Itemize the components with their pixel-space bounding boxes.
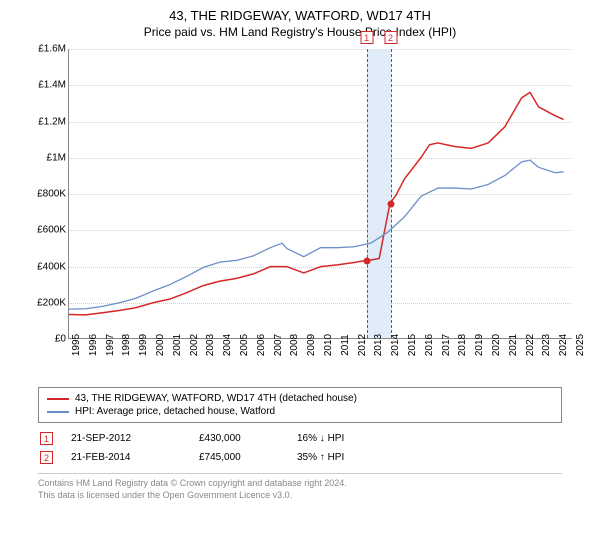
footer-line1: Contains HM Land Registry data © Crown c… — [38, 478, 562, 490]
legend-swatch — [47, 398, 69, 400]
series-hpi — [69, 160, 564, 309]
footer-line2: This data is licensed under the Open Gov… — [38, 490, 562, 502]
sales-table: 1 21-SEP-2012 £430,000 16% ↓ HPI 2 21-FEB-201… — [38, 429, 562, 467]
x-tick-label: 2001 — [172, 334, 183, 356]
sale-marker — [363, 258, 370, 265]
x-tick-label: 2015 — [407, 334, 418, 356]
y-tick-label: £1.4M — [38, 80, 66, 91]
x-tick-label: 2023 — [541, 334, 552, 356]
legend-item: 43, THE RIDGEWAY, WATFORD, WD17 4TH (det… — [47, 392, 553, 405]
y-tick-label: £1M — [47, 152, 66, 163]
legend: 43, THE RIDGEWAY, WATFORD, WD17 4TH (det… — [38, 387, 562, 423]
x-tick-label: 2020 — [491, 334, 502, 356]
x-tick-label: 2018 — [457, 334, 468, 356]
x-tick-label: 2013 — [373, 334, 384, 356]
y-tick-label: £800K — [37, 189, 66, 200]
sale-row: 1 21-SEP-2012 £430,000 16% ↓ HPI — [38, 429, 562, 448]
chart-title: 43, THE RIDGEWAY, WATFORD, WD17 4TH — [10, 8, 590, 23]
x-tick-label: 2011 — [340, 334, 351, 356]
sale-date: 21-FEB-2014 — [71, 452, 181, 463]
x-tick-label: 2025 — [575, 334, 586, 356]
y-tick-label: £1.2M — [38, 116, 66, 127]
x-tick-label: 1997 — [105, 334, 116, 356]
sale-row: 2 21-FEB-2014 £745,000 35% ↑ HPI — [38, 448, 562, 467]
x-tick-label: 2006 — [256, 334, 267, 356]
x-tick-label: 1998 — [121, 334, 132, 356]
x-tick-label: 2003 — [205, 334, 216, 356]
sale-row-marker: 1 — [40, 432, 53, 445]
event-marker: 1 — [360, 31, 373, 44]
chart-subtitle: Price paid vs. HM Land Registry's House … — [10, 25, 590, 39]
x-tick-label: 2022 — [525, 334, 536, 356]
x-tick-label: 2005 — [239, 334, 250, 356]
sale-price: £430,000 — [199, 433, 279, 444]
x-tick-label: 2016 — [424, 334, 435, 356]
sale-diff: 35% ↑ HPI — [297, 452, 377, 463]
x-tick-label: 2002 — [189, 334, 200, 356]
chart-area: 12 £0 £200K £400K £600K £800K £1M £1.2M £1.4M £1… — [20, 45, 580, 385]
x-tick-label: 2007 — [273, 334, 284, 356]
footer: Contains HM Land Registry data © Crown c… — [38, 473, 562, 501]
x-tick-label: 2014 — [390, 334, 401, 356]
series-svg — [69, 49, 572, 338]
legend-label: 43, THE RIDGEWAY, WATFORD, WD17 4TH (det… — [75, 393, 357, 404]
legend-item: HPI: Average price, detached house, Watf… — [47, 405, 553, 418]
event-marker: 2 — [384, 31, 397, 44]
y-tick-label: £0 — [55, 334, 66, 345]
x-tick-label: 2004 — [222, 334, 233, 356]
x-tick-label: 1996 — [88, 334, 99, 356]
y-tick-label: £600K — [37, 225, 66, 236]
chart-container: 43, THE RIDGEWAY, WATFORD, WD17 4TH Pric… — [0, 0, 600, 509]
sale-price: £745,000 — [199, 452, 279, 463]
x-tick-label: 2012 — [357, 334, 368, 356]
legend-label: HPI: Average price, detached house, Watf… — [75, 406, 275, 417]
y-tick-label: £1.6M — [38, 44, 66, 55]
x-tick-label: 2009 — [306, 334, 317, 356]
x-tick-label: 2021 — [508, 334, 519, 356]
y-tick-label: £400K — [37, 261, 66, 272]
sale-row-marker: 2 — [40, 451, 53, 464]
y-tick-label: £200K — [37, 297, 66, 308]
plot-region: 12 — [68, 49, 572, 339]
legend-swatch — [47, 411, 69, 413]
sale-date: 21-SEP-2012 — [71, 433, 181, 444]
x-tick-label: 2019 — [474, 334, 485, 356]
x-tick-label: 2010 — [323, 334, 334, 356]
sale-diff: 16% ↓ HPI — [297, 433, 377, 444]
x-tick-label: 2008 — [289, 334, 300, 356]
series-price_paid — [69, 92, 564, 315]
x-tick-label: 1999 — [138, 334, 149, 356]
x-tick-label: 1995 — [71, 334, 82, 356]
sale-marker — [387, 200, 394, 207]
x-tick-label: 2017 — [441, 334, 452, 356]
x-tick-label: 2000 — [155, 334, 166, 356]
x-tick-label: 2024 — [558, 334, 569, 356]
